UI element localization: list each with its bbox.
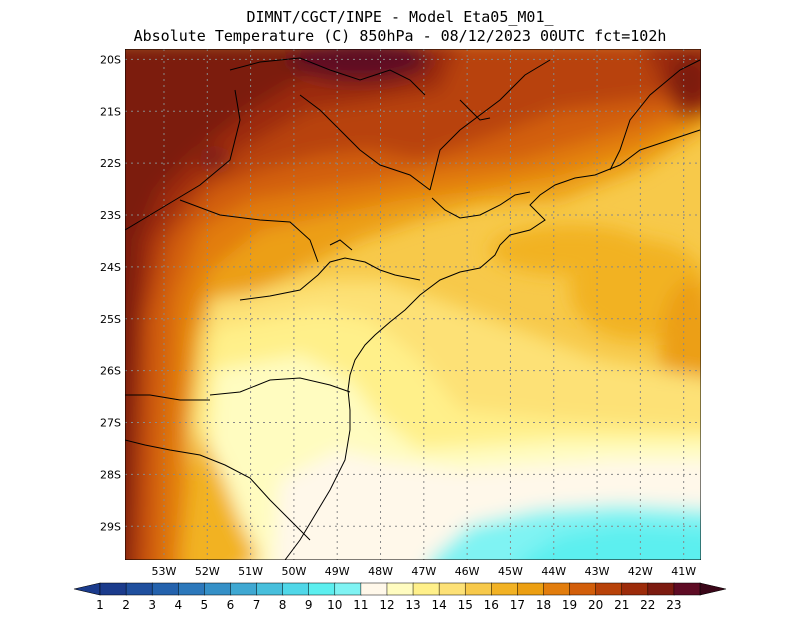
colorbar-arrow-right [699, 582, 727, 596]
longitude-labels: 53W 52W 51W 50W 49W 48W 47W 46W 45W 44W 43W 42W 41W [152, 565, 697, 578]
colorbar-label: 17 [510, 598, 525, 612]
colorbar-label: 2 [122, 598, 130, 612]
colorbar-swatch [230, 582, 258, 596]
lon-label: 52W [195, 565, 220, 578]
lat-label: 20S [100, 53, 121, 66]
coastline-borders [125, 57, 701, 560]
lon-label: 53W [152, 565, 177, 578]
lat-label: 24S [100, 261, 121, 274]
colorbar-swatch [647, 582, 675, 596]
lon-label: 41W [671, 565, 696, 578]
colorbar-label: 14 [431, 598, 446, 612]
colorbar-swatch [386, 582, 414, 596]
colorbar-label: 20 [588, 598, 603, 612]
colorbar-swatch [204, 582, 232, 596]
lon-label: 49W [325, 565, 350, 578]
colorbar-label: 15 [458, 598, 473, 612]
lon-label: 43W [585, 565, 610, 578]
colorbar: 1 2 3 4 5 6 7 8 9 10 11 12 13 14 15 16 17 18 19 20 21 22 23 [73, 582, 727, 612]
colorbar-swatch [178, 582, 206, 596]
colorbar-swatch [438, 582, 466, 596]
lon-label: 44W [541, 565, 566, 578]
colorbar-label: 11 [353, 598, 368, 612]
colorbar-swatch [99, 582, 127, 596]
colorbar-swatch [256, 582, 284, 596]
colorbar-swatch [282, 582, 310, 596]
colorbar-swatch [543, 582, 571, 596]
map-title: DIMNT/CGCT/INPE - Model Eta05_M01_ [246, 8, 554, 26]
colorbar-label: 1 [96, 598, 104, 612]
colorbar-arrow-left [73, 582, 101, 596]
colorbar-label: 12 [379, 598, 394, 612]
lat-label: 22S [100, 157, 121, 170]
colorbar-label: 9 [305, 598, 313, 612]
lon-label: 50W [281, 565, 306, 578]
colorbar-label: 10 [327, 598, 342, 612]
colorbar-label: 13 [405, 598, 420, 612]
colorbar-swatch [125, 582, 153, 596]
lat-label: 27S [100, 417, 121, 430]
colorbar-swatch [569, 582, 597, 596]
colorbar-swatch [517, 582, 545, 596]
colorbar-label: 16 [484, 598, 499, 612]
colorbar-swatch [412, 582, 440, 596]
lat-label: 26S [100, 365, 121, 378]
lon-label: 51W [238, 565, 263, 578]
latitude-labels: 20S 21S 22S 23S 24S 25S 26S 27S 28S 29S [100, 53, 121, 533]
lat-label: 23S [100, 209, 121, 222]
lat-label: 25S [100, 313, 121, 326]
colorbar-swatch [673, 582, 701, 596]
colorbar-label: 3 [148, 598, 156, 612]
colorbar-label: 6 [227, 598, 235, 612]
lon-label: 46W [455, 565, 480, 578]
lat-label: 21S [100, 105, 121, 118]
colorbar-label: 7 [253, 598, 261, 612]
temperature-field [125, 49, 701, 560]
colorbar-label: 4 [174, 598, 182, 612]
colorbar-swatch [621, 582, 649, 596]
graticule [125, 49, 701, 560]
colorbar-label: 18 [536, 598, 551, 612]
lon-label: 45W [498, 565, 523, 578]
colorbar-swatch [360, 582, 388, 596]
colorbar-swatch [595, 582, 623, 596]
colorbar-label: 21 [614, 598, 629, 612]
lon-label: 48W [368, 565, 393, 578]
colorbar-swatch [151, 582, 180, 596]
lon-label: 47W [411, 565, 436, 578]
lat-label: 28S [100, 468, 121, 481]
colorbar-swatch [464, 582, 493, 596]
lon-label: 42W [628, 565, 653, 578]
map-subtitle: Absolute Temperature (C) 850hPa - 08/12/… [133, 27, 667, 45]
colorbar-label: 5 [201, 598, 209, 612]
colorbar-label: 8 [279, 598, 287, 612]
lat-label: 29S [100, 520, 121, 533]
colorbar-label: 23 [666, 598, 681, 612]
colorbar-swatch [308, 582, 336, 596]
colorbar-label: 19 [562, 598, 577, 612]
colorbar-label: 22 [640, 598, 655, 612]
colorbar-swatch [491, 582, 519, 596]
colorbar-swatch [334, 582, 362, 596]
